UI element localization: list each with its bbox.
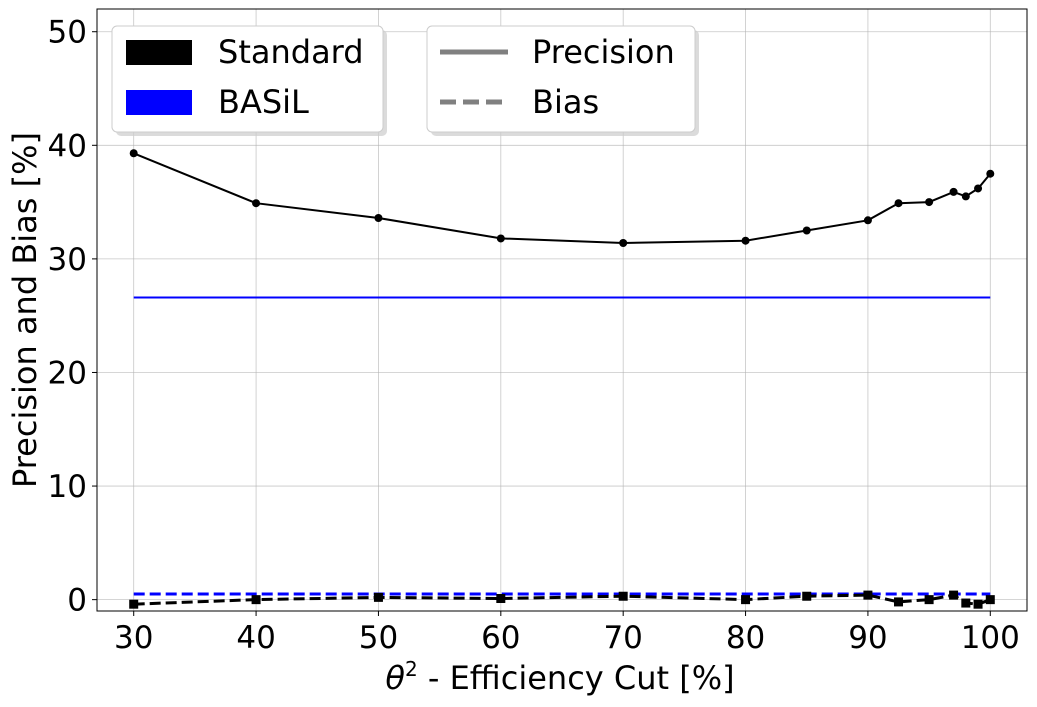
y-tick-label: 40 (48, 128, 87, 164)
point-standard-precision (949, 187, 958, 196)
point-standard-bias (496, 594, 506, 604)
point-standard-precision (802, 226, 811, 235)
point-standard-bias (973, 599, 983, 609)
point-standard-precision (925, 198, 934, 207)
point-standard-precision (619, 238, 628, 247)
x-tick-label: 50 (359, 620, 398, 656)
point-standard-precision (961, 192, 970, 201)
point-standard-bias (985, 595, 995, 605)
point-standard-precision (863, 216, 872, 225)
x-tick-label: 40 (236, 620, 275, 656)
x-tick-label: 30 (114, 620, 153, 656)
y-tick-label: 10 (48, 469, 87, 505)
legend-label-bias: Bias (532, 83, 599, 121)
point-standard-bias (741, 595, 751, 605)
point-standard-bias (129, 599, 139, 609)
point-standard-bias (618, 591, 628, 601)
legend-metrics: Precision Bias (426, 25, 699, 136)
x-tick-label: 60 (481, 620, 520, 656)
x-axis-label-symbol: θ (385, 659, 405, 697)
point-standard-bias (924, 595, 934, 605)
point-standard-precision (986, 169, 995, 178)
point-standard-precision (974, 184, 983, 193)
plot-frame (96, 8, 1028, 612)
point-standard-bias (949, 590, 959, 600)
point-standard-bias (961, 598, 971, 608)
y-tick-label: 20 (48, 355, 87, 391)
y-axis-label: Precision and Bias [%] (6, 132, 44, 488)
legend-label-precision: Precision (532, 33, 675, 71)
x-axis-label: θ2 - Efficiency Cut [%] (385, 657, 734, 697)
point-standard-precision (129, 149, 138, 158)
point-standard-precision (374, 213, 383, 222)
point-standard-bias (251, 595, 261, 605)
point-standard-precision (894, 199, 903, 208)
point-standard-bias (802, 591, 812, 601)
legend-label-basil: BASiL (218, 83, 309, 121)
point-standard-bias (894, 597, 904, 607)
x-tick-label: 100 (961, 620, 1020, 656)
legend-swatch-basil (126, 90, 192, 115)
point-standard-precision (496, 234, 505, 243)
y-tick-label: 30 (48, 242, 87, 278)
point-standard-bias (863, 590, 873, 600)
point-standard-precision (252, 199, 261, 208)
legend-label-standard: Standard (218, 33, 364, 71)
point-standard-bias (373, 592, 383, 602)
y-tick-label: 50 (48, 15, 87, 51)
ticks: 30 40 50 60 70 80 90 100 0 10 20 30 40 50 (48, 15, 1020, 656)
x-tick-label: 70 (603, 620, 642, 656)
x-axis-label-text: - Efficiency Cut [%] (418, 659, 735, 697)
x-tick-label: 80 (726, 620, 765, 656)
point-standard-precision (741, 236, 750, 245)
x-tick-label: 90 (848, 620, 887, 656)
legend-methods: Standard BASiL (111, 25, 387, 136)
series-layer (129, 149, 995, 609)
y-tick-label: 0 (67, 583, 87, 619)
legend-swatch-standard (126, 40, 192, 65)
x-axis-label-superscript: 2 (405, 657, 418, 681)
